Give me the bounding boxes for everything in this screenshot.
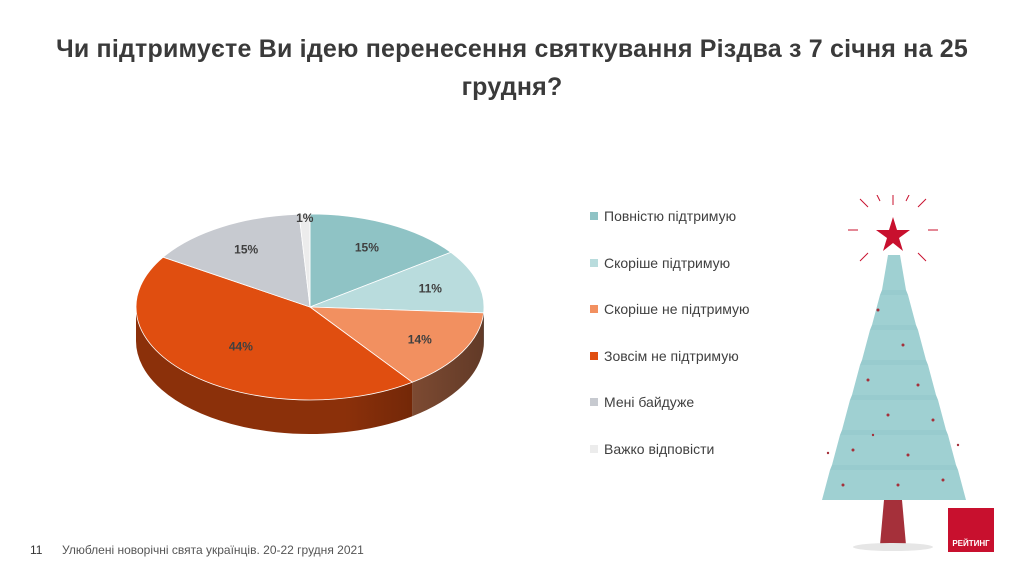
legend-label-4: Мені байдуже xyxy=(604,394,695,410)
data-label-0: 15% xyxy=(355,240,379,254)
data-label-1: 11% xyxy=(419,281,443,295)
tree-trunk xyxy=(880,500,906,545)
legend-label-5: Важко відповісти xyxy=(604,440,715,457)
pie-slice-3 xyxy=(135,256,414,401)
legend-swatch-2 xyxy=(590,305,598,313)
data-label-5: 1% xyxy=(296,211,314,225)
legend-swatch-0 xyxy=(590,212,598,220)
rating-logo: РЕЙТИНГ xyxy=(948,508,994,552)
legend-label-2: Скоріше не підтримую xyxy=(604,301,750,317)
christmas-tree-illustration xyxy=(822,195,966,551)
page-number: 11 xyxy=(30,543,43,557)
pie-slice-2 xyxy=(308,306,485,383)
star-icon xyxy=(876,217,910,251)
logo-text: РЕЙТИНГ xyxy=(952,539,990,548)
legend-label-3: Зовсім не підтримую xyxy=(604,347,739,364)
legend-swatch-4 xyxy=(590,398,598,406)
pie-side-shading xyxy=(136,307,484,434)
legend-swatch-1 xyxy=(590,258,598,267)
data-label-3: 44% xyxy=(229,339,253,353)
legend-label-0: Повністю підтримую xyxy=(604,208,737,224)
data-label-2: 14% xyxy=(408,332,432,346)
footer-text: Улюблені новорічні свята українців. 20-2… xyxy=(62,543,364,557)
legend-swatch-5 xyxy=(590,444,598,453)
data-label-4: 15% xyxy=(234,242,258,256)
pie-slice-1 xyxy=(309,251,485,314)
pie-slice-0 xyxy=(309,213,452,308)
legend-swatch-3 xyxy=(590,351,598,360)
pie-slice-5 xyxy=(298,213,311,308)
pie-slice-4 xyxy=(162,213,311,308)
tree-ribbon xyxy=(822,255,966,500)
legend-label-1: Скоріше підтримую xyxy=(604,254,731,271)
chart-title: Чи підтримуєте Ви ідею перенесення святк… xyxy=(56,35,968,101)
